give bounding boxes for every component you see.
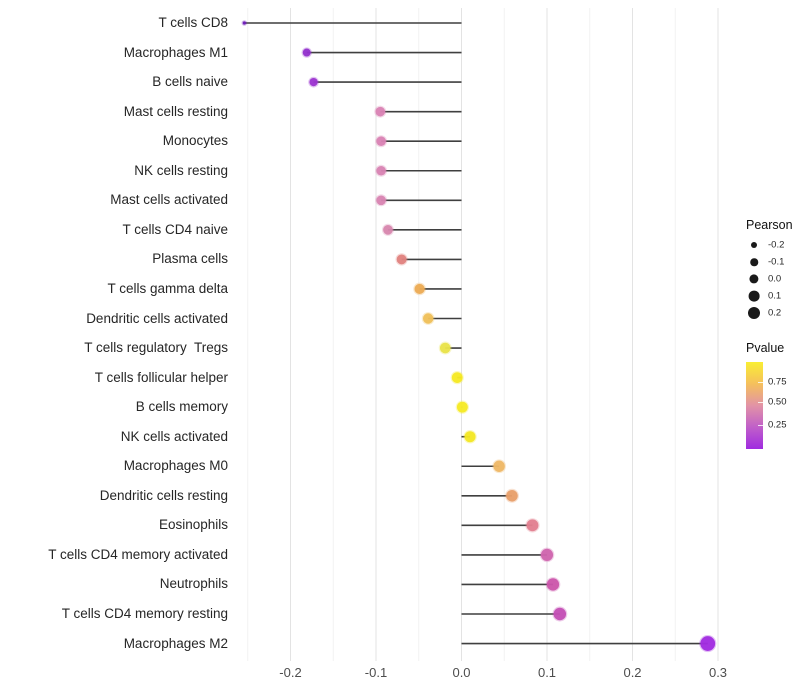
y-axis-label: NK cells resting: [134, 162, 228, 178]
y-axis-label: Macrophages M1: [123, 44, 228, 60]
size-legend-label: 0.2: [768, 307, 782, 319]
lollipop-point: [456, 401, 468, 413]
colorbar-tick: [758, 382, 763, 384]
lollipop-point: [526, 519, 539, 532]
y-axis-label: NK cells activated: [120, 428, 228, 444]
size-legend-dot: [749, 274, 759, 284]
y-axis-label: T cells follicular helper: [94, 369, 228, 385]
lollipop-point: [242, 21, 246, 25]
x-axis-tick-label: 0.2: [623, 665, 642, 680]
lollipop-point: [376, 165, 386, 176]
x-axis-tick-label: 0.1: [537, 665, 557, 680]
y-axis-label: Dendritic cells resting: [99, 487, 228, 503]
y-axis-label: Eosinophils: [158, 517, 228, 533]
size-legend-label: -0.1: [768, 256, 785, 268]
colorbar-tick: [758, 402, 763, 404]
colorbar-tick-label: 0.25: [768, 419, 787, 431]
size-legend-title: Pearson: [746, 218, 793, 232]
x-axis-tick-label: -0.2: [279, 665, 302, 680]
lollipop-point: [540, 548, 554, 562]
lollipop-point: [376, 136, 386, 146]
y-axis-label: Macrophages M2: [123, 635, 228, 651]
size-legend-dot: [748, 307, 760, 319]
size-legend-dot: [748, 290, 760, 302]
y-axis-label: Mast cells activated: [110, 192, 228, 208]
size-legend-label: 0.0: [768, 273, 782, 285]
lollipop-point: [309, 77, 318, 87]
y-axis-label: Mast cells resting: [123, 103, 228, 119]
lollipop-point: [700, 636, 716, 651]
lollipop-point: [506, 490, 518, 502]
lollipop-point: [375, 106, 386, 117]
y-axis-label: T cells regulatory Tregs: [84, 340, 228, 356]
x-axis-tick-label: 0.3: [708, 665, 728, 680]
y-axis-label: T cells CD8: [158, 15, 228, 30]
size-legend-dot: [750, 258, 758, 266]
color-legend-title: Pvalue: [746, 341, 785, 355]
y-axis-label: B cells naive: [152, 74, 228, 90]
y-axis-label: Neutrophils: [159, 576, 228, 592]
colorbar-tick: [758, 424, 763, 426]
lollipop-point: [396, 254, 407, 265]
y-axis-label: Dendritic cells activated: [86, 310, 228, 326]
y-axis-label: T cells CD4 memory resting: [61, 606, 228, 621]
colorbar-tick-label: 0.50: [768, 396, 787, 408]
y-axis-label: T cells gamma delta: [107, 280, 228, 296]
lollipop-point: [302, 48, 311, 57]
lollipop-point: [422, 313, 434, 324]
lollipop-point: [464, 431, 476, 443]
lollipop-point: [451, 372, 463, 383]
y-axis-label: Plasma cells: [152, 251, 228, 267]
y-axis-label: T cells CD4 memory activated: [48, 546, 228, 562]
lollipop-point: [553, 607, 567, 621]
size-legend-dot: [751, 242, 757, 248]
lollipop-point: [376, 195, 386, 206]
size-legend-label: 0.1: [768, 290, 782, 302]
lollipop-point: [546, 578, 560, 591]
size-legend-label: -0.2: [768, 239, 785, 251]
x-axis-tick-label: 0.0: [452, 665, 471, 680]
colorbar-tick-label: 0.75: [768, 376, 787, 388]
pvalue-colorbar: [746, 362, 763, 449]
y-axis-label: B cells memory: [135, 399, 228, 415]
lollipop-point: [383, 225, 393, 235]
x-axis-tick-label: -0.1: [364, 665, 388, 680]
y-axis-label: T cells CD4 naive: [122, 221, 228, 237]
lollipop-point: [439, 342, 451, 354]
lollipop-point: [414, 283, 425, 295]
y-axis-label: Monocytes: [162, 133, 228, 149]
lollipop-point: [493, 460, 505, 472]
y-axis-label: Macrophages M0: [123, 458, 228, 474]
